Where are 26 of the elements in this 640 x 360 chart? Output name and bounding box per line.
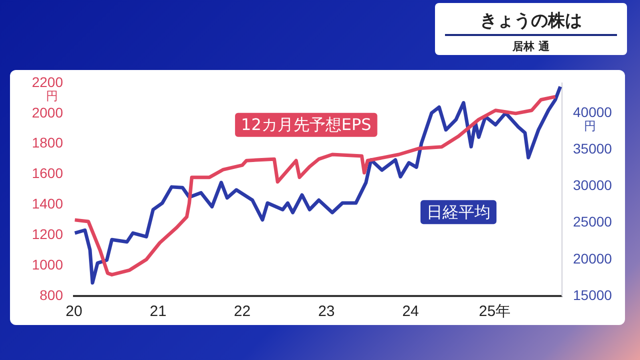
y-tick-label: 1200	[32, 226, 64, 242]
y2-tick-label: 30000	[573, 177, 612, 194]
x-tick-label: 22	[234, 303, 251, 320]
y2-axis-title: 円	[584, 119, 596, 134]
y2-tick-label: 15000	[573, 286, 612, 303]
y-tick-label: 1600	[32, 165, 64, 182]
y2-tick-label: 25000	[573, 214, 612, 230]
x-tick-label: 23	[318, 303, 335, 320]
x-tick-label: 24	[402, 303, 419, 320]
y-tick-label: 800	[40, 286, 64, 303]
y-axis-title: 円	[46, 89, 58, 104]
y-tick-label: 1800	[32, 134, 64, 151]
y-tick-label: 2200	[32, 74, 64, 90]
x-tick-label: 25年	[478, 303, 511, 320]
y2-tick-label: 20000	[573, 250, 612, 266]
chart-subtitle: 居林 通	[512, 39, 550, 54]
chart-title: きょうの株は	[445, 9, 617, 36]
x-tick-label: 21	[150, 303, 166, 320]
y-tick-label: 2000	[32, 104, 64, 120]
y2-tick-label: 40000	[573, 104, 612, 120]
text: 日経平均	[426, 202, 490, 222]
series-label: 12カ月先予想EPS	[241, 114, 372, 134]
y-tick-label: 1400	[32, 196, 64, 212]
x-tick-label: 20	[66, 303, 82, 320]
y2-tick-label: 35000	[573, 140, 612, 156]
y-tick-label: 1000	[32, 256, 64, 272]
